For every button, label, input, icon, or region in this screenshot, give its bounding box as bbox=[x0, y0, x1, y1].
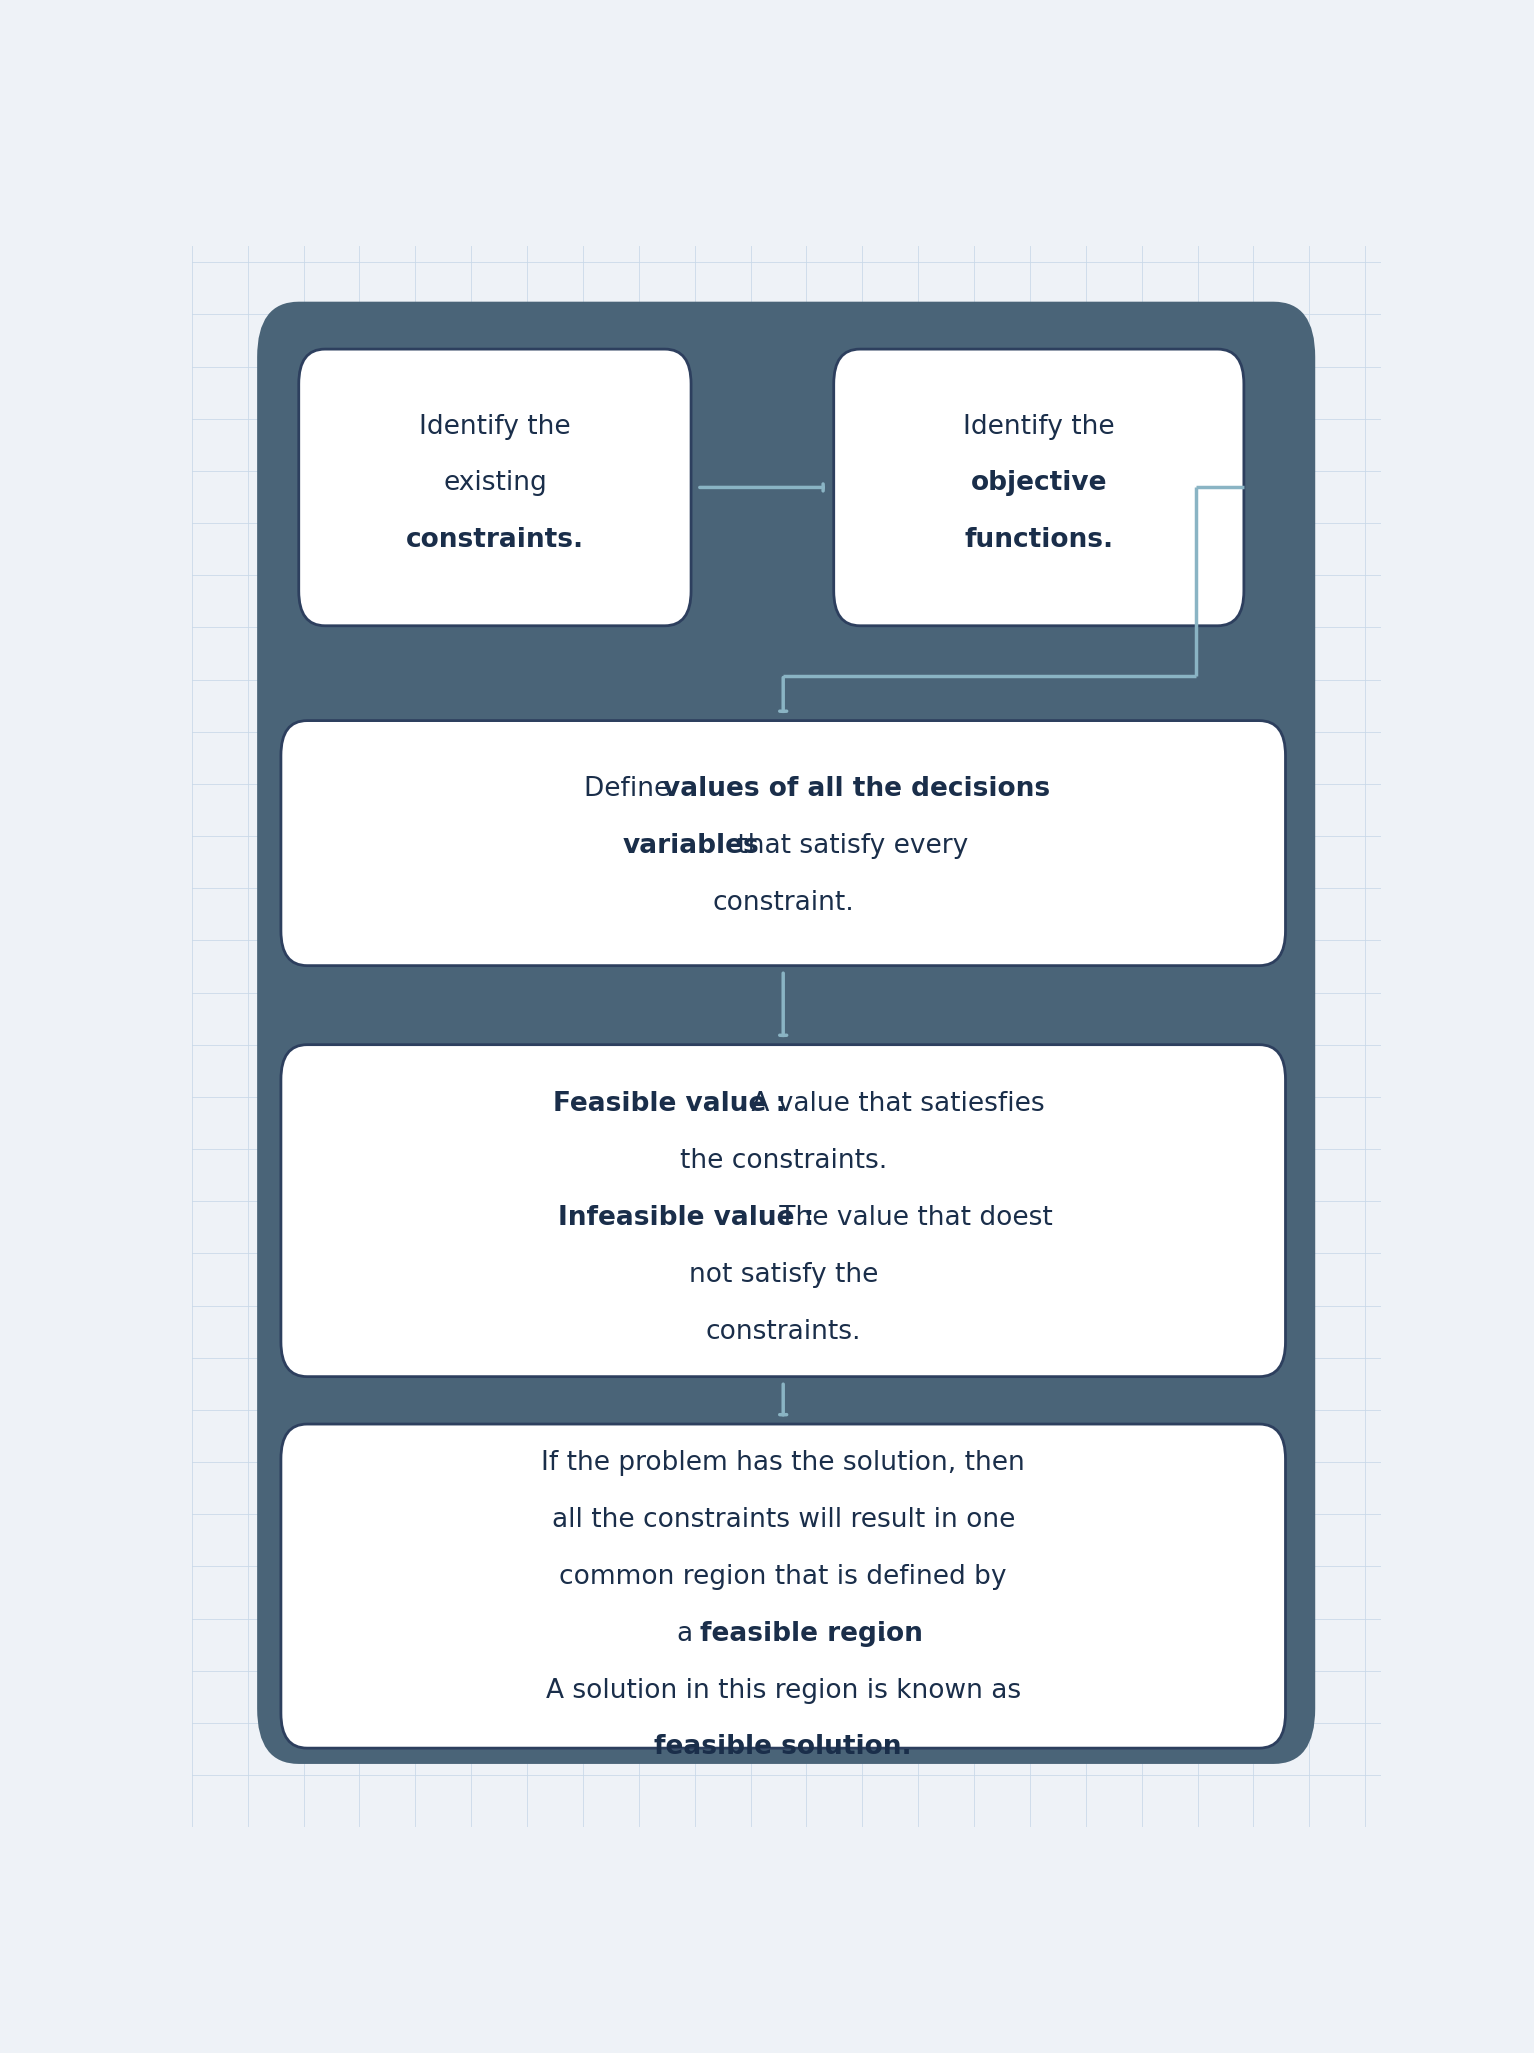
FancyBboxPatch shape bbox=[281, 1045, 1285, 1378]
Text: the constraints.: the constraints. bbox=[680, 1148, 887, 1174]
Text: feasible solution.: feasible solution. bbox=[655, 1735, 913, 1761]
Text: constraints.: constraints. bbox=[407, 528, 584, 554]
Text: existing: existing bbox=[443, 470, 546, 497]
Text: A solution in this region is known as: A solution in this region is known as bbox=[546, 1677, 1020, 1704]
Text: constraint.: constraint. bbox=[712, 891, 854, 916]
Text: If the problem has the solution, then: If the problem has the solution, then bbox=[542, 1449, 1025, 1476]
Text: common region that is defined by: common region that is defined by bbox=[560, 1564, 1006, 1589]
Text: constraints.: constraints. bbox=[706, 1320, 861, 1345]
FancyBboxPatch shape bbox=[281, 721, 1285, 965]
Text: variables: variables bbox=[623, 834, 759, 858]
Text: that satisfy every: that satisfy every bbox=[729, 834, 968, 858]
FancyBboxPatch shape bbox=[258, 302, 1315, 1764]
Text: a: a bbox=[678, 1620, 703, 1647]
Text: Infeasible value :: Infeasible value : bbox=[558, 1205, 815, 1232]
Text: Identify the: Identify the bbox=[963, 413, 1115, 439]
Text: functions.: functions. bbox=[965, 528, 1114, 554]
Text: values of all the decisions: values of all the decisions bbox=[663, 776, 1049, 803]
FancyBboxPatch shape bbox=[281, 1425, 1285, 1749]
Text: not satisfy the: not satisfy the bbox=[689, 1263, 877, 1287]
Text: The value that doest: The value that doest bbox=[772, 1205, 1054, 1232]
Text: objective: objective bbox=[971, 470, 1108, 497]
Text: A value that satiesfies: A value that satiesfies bbox=[742, 1092, 1045, 1117]
Text: feasible region: feasible region bbox=[700, 1620, 923, 1647]
Text: Define: Define bbox=[583, 776, 678, 803]
Text: Feasible value :: Feasible value : bbox=[552, 1092, 785, 1117]
Text: Identify the: Identify the bbox=[419, 413, 571, 439]
FancyBboxPatch shape bbox=[299, 349, 692, 626]
FancyBboxPatch shape bbox=[834, 349, 1244, 626]
Text: all the constraints will result in one: all the constraints will result in one bbox=[552, 1507, 1016, 1534]
Text: .: . bbox=[877, 1620, 887, 1647]
